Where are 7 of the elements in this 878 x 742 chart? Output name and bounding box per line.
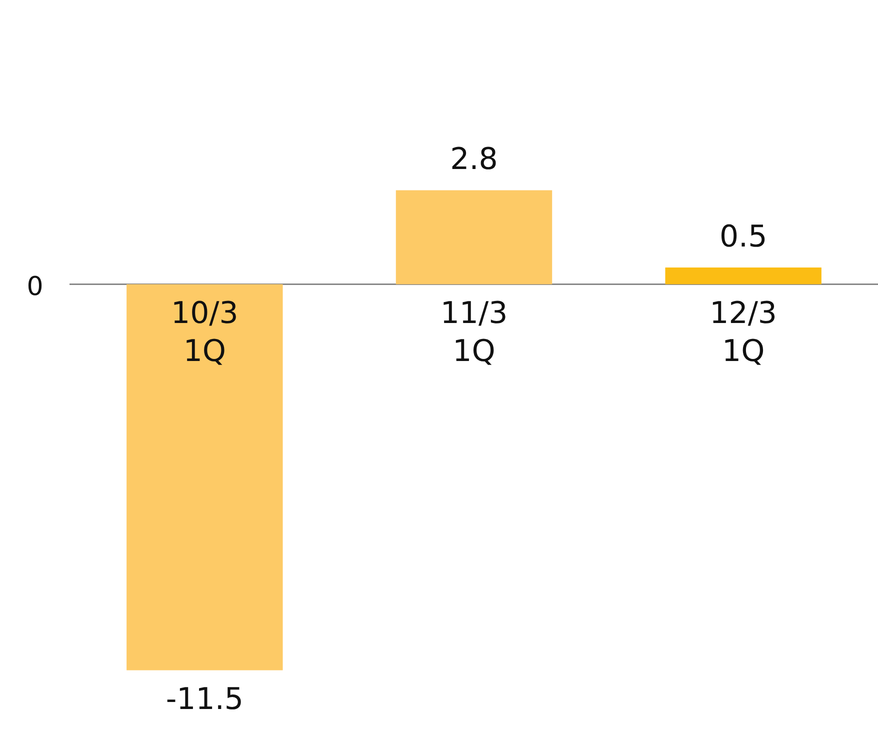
- x-tick-label: 11/3 1Q: [440, 296, 508, 370]
- x-tick-label: 12/3 1Q: [710, 296, 778, 370]
- text: 0: [26, 272, 44, 302]
- data-label: 0.5: [719, 219, 768, 254]
- x-tick-label: 10/3 1Q: [170, 296, 238, 370]
- data-label: -11.5: [166, 682, 244, 718]
- data-label: 2.8: [450, 142, 498, 178]
